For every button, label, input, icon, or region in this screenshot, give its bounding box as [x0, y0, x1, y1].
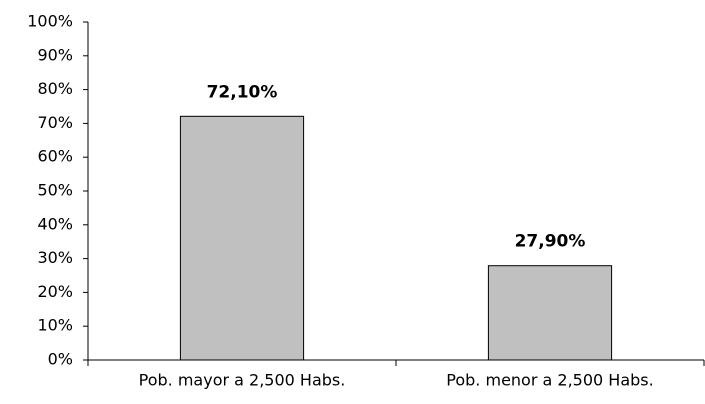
y-tick-label: 10% — [37, 316, 73, 335]
y-tick-label: 40% — [37, 214, 73, 233]
y-tick-label: 30% — [37, 248, 73, 267]
y-tick-label: 0% — [48, 350, 73, 369]
bar — [179, 115, 305, 361]
x-tick-label: Pob. mayor a 2,500 Habs. — [139, 371, 346, 390]
value-label: 27,90% — [515, 232, 586, 252]
y-tick-label: 70% — [37, 113, 73, 132]
y-tick-label: 90% — [37, 45, 73, 64]
y-tick-label: 60% — [37, 147, 73, 166]
bar — [487, 265, 613, 361]
value-label: 72,10% — [207, 82, 278, 102]
x-tick-label: Pob. menor a 2,500 Habs. — [446, 371, 653, 390]
y-tick-label: 80% — [37, 79, 73, 98]
y-tick-label: 50% — [37, 181, 73, 200]
y-tick-label: 20% — [37, 282, 73, 301]
y-tick-label: 100% — [27, 12, 73, 31]
